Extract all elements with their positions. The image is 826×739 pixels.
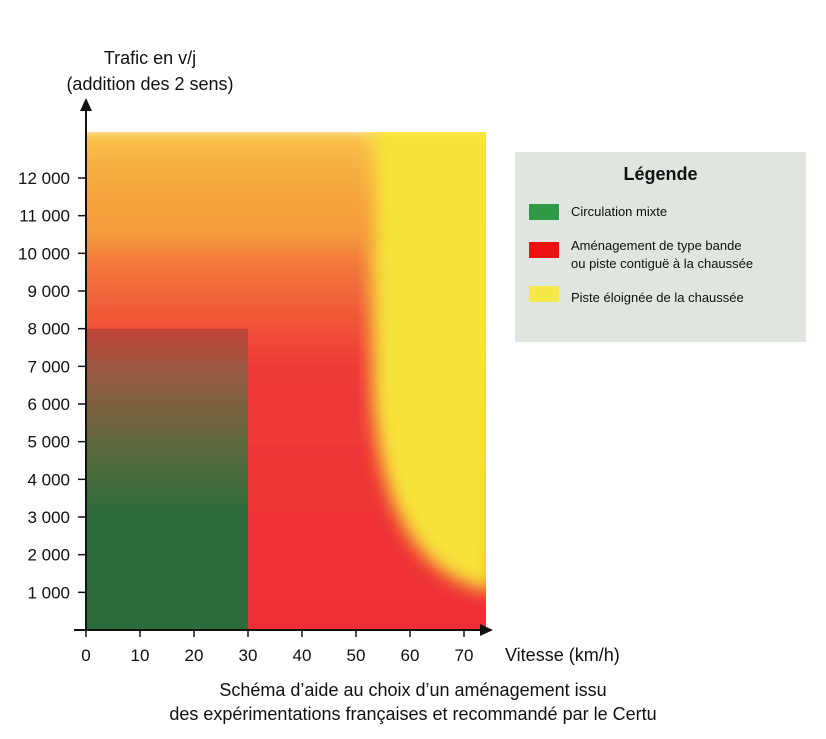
- x-tick-label: 30: [239, 646, 258, 665]
- legend-title: Légende: [623, 164, 698, 184]
- x-tick-label: 60: [401, 646, 420, 665]
- y-tick-label: 5 000: [27, 433, 70, 452]
- x-tick-label: 70: [455, 646, 474, 665]
- x-tick-label: 50: [347, 646, 366, 665]
- y-tick-label: 7 000: [27, 357, 70, 376]
- zone-piste-eloignee: [372, 132, 486, 591]
- legend-swatch-circulation-mixte: [529, 204, 559, 220]
- legend-label-bande-piste-line-1: Aménagement de type bande: [571, 238, 742, 253]
- y-tick-label: 8 000: [27, 320, 70, 339]
- y-tick-label: 3 000: [27, 508, 70, 527]
- y-axis-title-line-2: (addition des 2 sens): [66, 74, 234, 94]
- x-tick-label: 0: [81, 646, 90, 665]
- x-axis-title: Vitesse (km/h): [505, 645, 620, 665]
- caption-line-2: des expérimentations françaises et recom…: [169, 704, 657, 724]
- legend-label-bande-piste-line-2: ou piste contiguë à la chaussée: [571, 256, 754, 271]
- x-tick-label: 20: [185, 646, 204, 665]
- y-tick-label: 2 000: [27, 546, 70, 565]
- y-axis-arrowhead: [80, 98, 92, 111]
- y-axis-title-line-1: Trafic en v/j: [103, 48, 197, 68]
- legend: Légende Circulation mixte Aménagement de…: [515, 152, 806, 342]
- y-tick-label: 11 000: [19, 207, 70, 226]
- zone-transition-band: [86, 132, 373, 246]
- legend-label-piste-eloignee: Piste éloignée de la chaussée: [571, 290, 744, 305]
- y-tick-label: 6 000: [27, 395, 70, 414]
- y-tick-label: 9 000: [27, 282, 70, 301]
- zone-circulation-mixte: [86, 328, 248, 630]
- legend-label-circulation-mixte: Circulation mixte: [571, 204, 668, 219]
- ticks: 0 10 20 30 40 50 60 70 1 000 2 000 3 000 4 000 5 000…: [18, 169, 473, 665]
- x-tick-label: 10: [131, 646, 150, 665]
- x-axis-arrowhead: [480, 624, 493, 636]
- x-tick-label: 40: [293, 646, 312, 665]
- axes: [74, 98, 493, 636]
- y-tick-label: 12 000: [18, 169, 70, 188]
- legend-swatch-piste-eloignee: [529, 286, 559, 302]
- y-tick-label: 10 000: [18, 244, 70, 263]
- zone-layer: [86, 132, 486, 630]
- caption-line-1: Schéma d’aide au choix d’un aménagement …: [219, 680, 607, 700]
- legend-swatch-bande-piste: [529, 242, 559, 258]
- y-tick-label: 1 000: [27, 583, 70, 602]
- y-tick-label: 4 000: [27, 470, 70, 489]
